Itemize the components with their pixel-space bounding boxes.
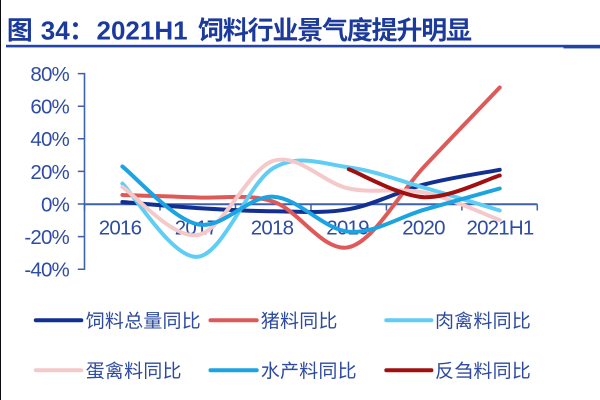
svg-text:80%: 80% (30, 63, 69, 86)
svg-text:0%: 0% (41, 193, 70, 216)
svg-text:2021H1: 2021H1 (466, 216, 533, 239)
svg-text:60%: 60% (30, 96, 69, 119)
svg-text:2021H1: 2021H1 (97, 15, 188, 45)
svg-text:2016: 2016 (99, 216, 142, 239)
svg-text:2020: 2020 (402, 216, 445, 239)
svg-text:-40%: -40% (24, 259, 69, 282)
svg-text:20%: 20% (30, 161, 69, 184)
svg-text:34: 34 (41, 15, 70, 45)
svg-text:2018: 2018 (251, 216, 294, 239)
svg-text:-20%: -20% (24, 226, 69, 249)
svg-text:40%: 40% (30, 128, 69, 151)
